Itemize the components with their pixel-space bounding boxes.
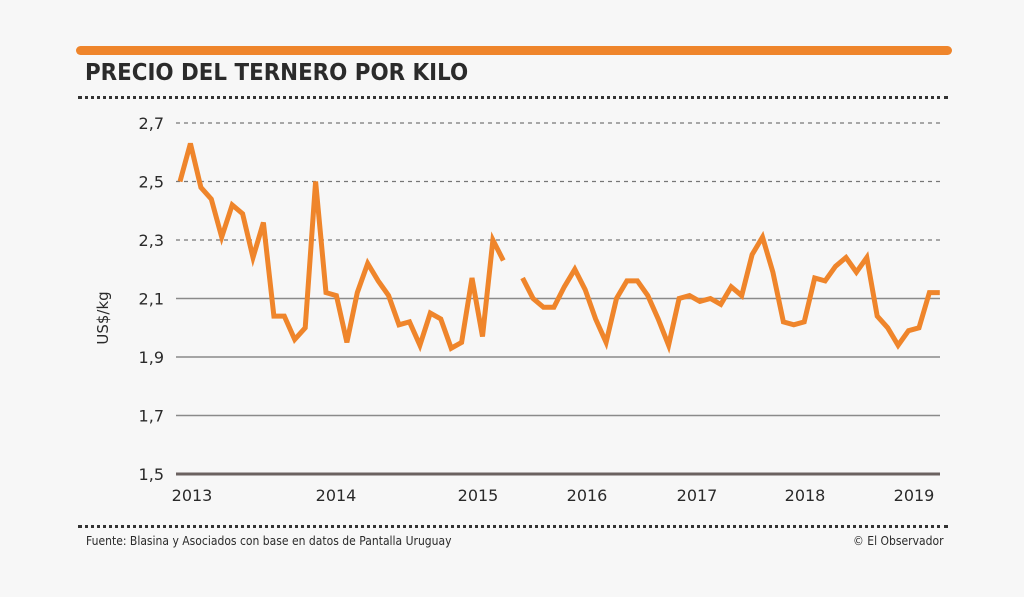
source-note: Fuente: Blasina y Asociados con base en …	[86, 534, 452, 548]
series-line-segment	[520, 230, 940, 354]
chart-title: PRECIO DEL TERNERO POR KILO	[85, 60, 469, 86]
x-tick-label: 2016	[567, 486, 608, 505]
copyright-credit: © El Observador	[853, 534, 944, 548]
y-axis-label: US$/kg	[94, 291, 112, 344]
x-tick-label: 2014	[316, 486, 357, 505]
footer-divider	[78, 525, 948, 528]
x-axis-ticks: 2013 2014 2015 2016 2017 2018 2019	[172, 486, 935, 505]
series-line-segment	[177, 142, 506, 353]
gridlines	[176, 122, 940, 476]
y-tick-label: 1,5	[139, 465, 164, 484]
title-divider	[78, 96, 948, 99]
x-tick-label: 2018	[785, 486, 826, 505]
x-tick-label: 2017	[677, 486, 718, 505]
y-tick-label: 2,1	[139, 290, 164, 309]
y-axis-ticks: 1,5 1,7 1,9 2,1 2,3 2,5 2,7	[139, 114, 164, 484]
x-tick-label: 2019	[894, 486, 935, 505]
y-tick-label: 1,9	[139, 348, 164, 367]
y-tick-label: 2,3	[139, 231, 164, 250]
y-tick-label: 1,7	[139, 407, 164, 426]
accent-bar	[76, 46, 952, 55]
x-tick-label: 2015	[458, 486, 499, 505]
x-tick-label: 2013	[172, 486, 213, 505]
y-tick-label: 2,5	[139, 173, 164, 192]
y-tick-label: 2,7	[139, 114, 164, 133]
series-line	[177, 142, 940, 354]
